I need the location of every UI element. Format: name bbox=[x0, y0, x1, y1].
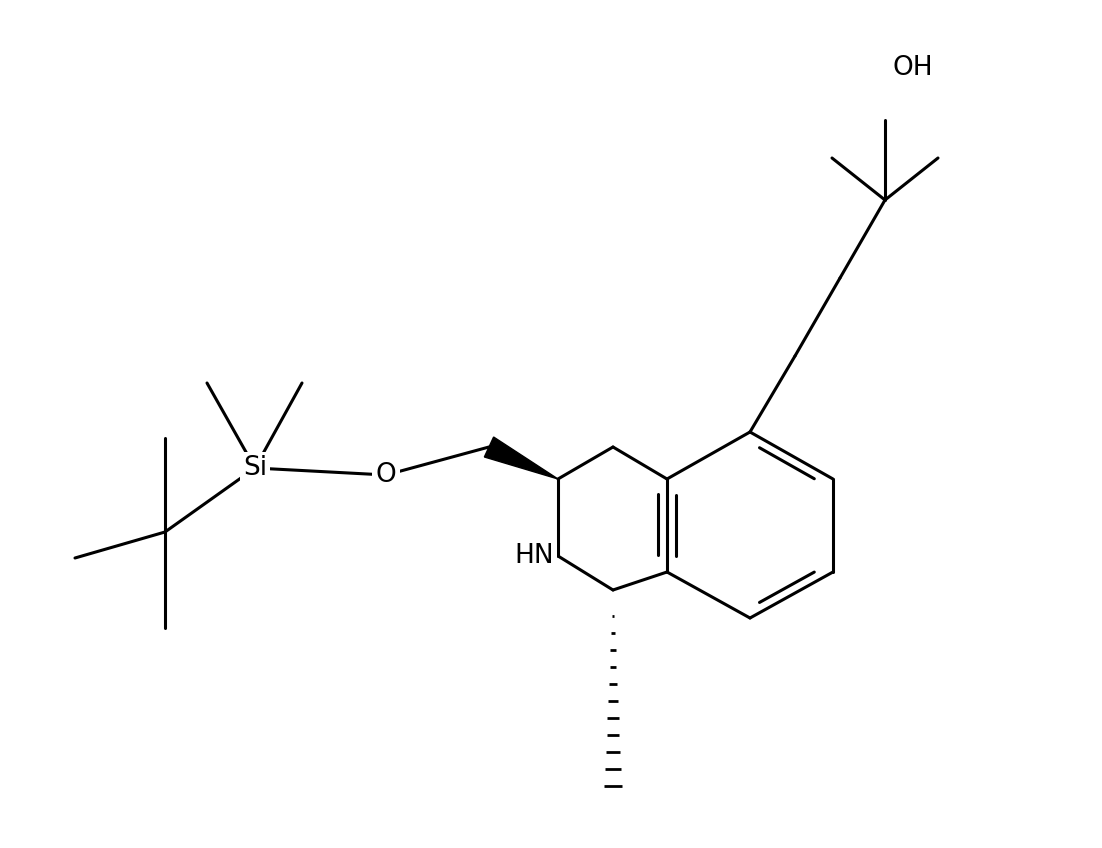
Text: O: O bbox=[376, 462, 397, 488]
Text: Si: Si bbox=[242, 455, 267, 481]
Text: HN: HN bbox=[515, 543, 554, 569]
Text: OH: OH bbox=[893, 55, 933, 81]
Polygon shape bbox=[485, 437, 558, 479]
